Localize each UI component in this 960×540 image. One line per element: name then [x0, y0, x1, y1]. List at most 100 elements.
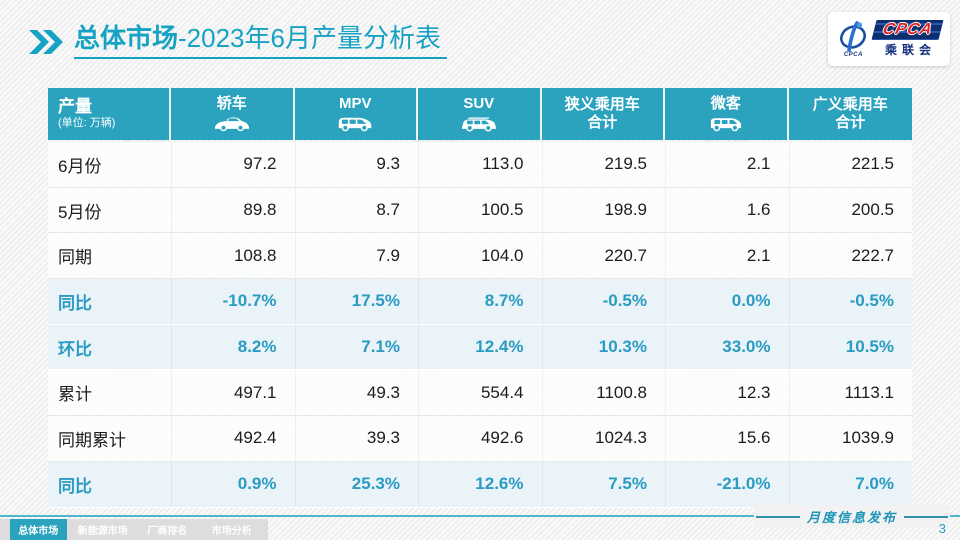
table-row: 5月份 89.8 8.7 100.5 198.9 1.6 200.5	[48, 187, 912, 234]
table-header-row: 产量 (单位: 万辆) 轿车 MPV SUV 狭义乘用车 合计 微客 广义乘用车 合计	[48, 88, 912, 140]
footer-tab-2[interactable]: 厂商排名	[147, 526, 188, 537]
table-body: 6月份 97.2 9.3 113.0 219.5 2.1 221.5 5月份 89.8 8.7 10…	[48, 142, 912, 508]
value-cell: 492.6	[418, 416, 542, 461]
column-label: 轿车	[216, 95, 247, 113]
cpca-chinese-name: 乘联会	[884, 43, 936, 57]
value-cell: 219.5	[541, 142, 666, 187]
row-label: 同期累计	[58, 430, 126, 450]
column-header-suv: SUV	[418, 88, 542, 140]
release-label-group: 月度信息发布	[753, 505, 950, 528]
microvan-icon	[704, 115, 748, 132]
row-label: 同比	[58, 293, 92, 313]
footer-divider-line	[0, 515, 960, 517]
column-header-total-5: 广义乘用车 合计	[788, 88, 912, 140]
value-cell: 2.1	[665, 142, 789, 187]
row-label: 环比	[58, 339, 92, 359]
footer-tab-0[interactable]: 总体市场	[10, 519, 67, 540]
value-cell: 8.7	[294, 187, 419, 233]
sedan-icon	[210, 115, 254, 132]
value-cell: 113.0	[418, 142, 542, 187]
table-row: 同期累计 492.4 39.3 492.6 1024.3 15.6 1039.9	[48, 416, 912, 462]
release-dash-right	[904, 515, 948, 518]
value-cell: 17.5%	[294, 279, 419, 324]
cpca-logo-text: CPCA 乘联会	[871, 20, 945, 58]
column-label-line2: 合计	[835, 113, 866, 131]
value-cell: -21.0%	[665, 461, 789, 507]
production-label: 产量	[58, 96, 92, 116]
value-cell: 220.7	[541, 233, 666, 279]
value-cell: -0.5%	[541, 279, 666, 324]
column-label: SUV	[463, 95, 495, 113]
value-cell: 33.0%	[665, 324, 789, 370]
value-cell: 0.0%	[665, 279, 789, 324]
cpca-emblem-swirl-icon	[840, 21, 867, 52]
table-row: 同比 0.9% 25.3% 12.6% 7.5% -21.0% 7.0%	[48, 461, 913, 508]
page-title-section: 总体市场	[74, 23, 179, 53]
value-cell: 8.7%	[418, 279, 542, 324]
value-cell: 12.6%	[418, 461, 542, 507]
column-label: 广义乘用车	[812, 95, 888, 113]
value-cell: 8.2%	[171, 324, 295, 370]
value-cell: 10.3%	[541, 324, 666, 370]
column-label: 微客	[710, 95, 741, 113]
release-dash-left	[755, 515, 800, 518]
value-cell: 97.2	[171, 142, 295, 187]
cpca-logo: CPCA CPCA 乘联会	[828, 12, 950, 66]
value-cell: 12.3	[665, 370, 789, 416]
column-header-total-3: 狭义乘用车 合计	[541, 88, 665, 140]
value-cell: 222.7	[788, 233, 913, 279]
column-header-mpv: MPV	[294, 88, 418, 140]
value-cell: 0.9%	[171, 461, 295, 507]
production-header-cell: 产量 (单位: 万辆)	[48, 88, 171, 140]
cpca-emblem-icon: CPCA	[836, 20, 870, 58]
cpca-acronym: CPCA	[881, 21, 935, 38]
column-label: 狭义乘用车	[564, 95, 640, 113]
column-label-line2: 合计	[587, 113, 618, 131]
value-cell: 108.8	[171, 233, 295, 279]
row-label: 5月份	[58, 202, 102, 222]
value-cell: 100.5	[418, 187, 542, 233]
row-label: 同期	[58, 248, 92, 268]
cpca-band: CPCA	[871, 20, 945, 40]
value-cell: 25.3%	[294, 461, 419, 507]
production-table: 产量 (单位: 万辆) 轿车 MPV SUV 狭义乘用车 合计 微客 广义乘用车 合计 6月份…	[48, 88, 912, 508]
row-label: 累计	[58, 385, 92, 405]
footer-tab-3[interactable]: 市场分析	[211, 526, 252, 537]
table-row: 同比 -10.7% 17.5% 8.7% -0.5% 0.0% -0.5%	[48, 279, 912, 325]
column-label: MPV	[338, 95, 372, 113]
value-cell: -10.7%	[171, 279, 295, 324]
column-header-sedan: 轿车	[171, 88, 295, 140]
value-cell: 1024.3	[541, 416, 666, 461]
table-row: 累计 497.1 49.3 554.4 1100.8 12.3 1113.1	[48, 370, 912, 417]
cpca-emblem-caption: CPCA	[843, 52, 863, 58]
unit-label: (单位: 万辆)	[58, 117, 116, 130]
row-label: 同比	[58, 476, 92, 496]
title-row: 总体市场-2023年6月产量分析表	[28, 23, 447, 59]
value-cell: 49.3	[294, 370, 419, 416]
value-cell: 2.1	[665, 233, 789, 279]
value-cell: 10.5%	[788, 324, 913, 370]
value-cell: 12.4%	[418, 324, 542, 370]
value-cell: 1.6	[665, 187, 789, 233]
page-number: 3	[938, 521, 946, 536]
value-cell: 1100.8	[541, 370, 666, 416]
value-cell: 15.6	[665, 416, 789, 461]
table-row: 环比 8.2% 7.1% 12.4% 10.3% 33.0% 10.5%	[48, 324, 913, 371]
value-cell: 39.3	[294, 416, 419, 461]
value-cell: 7.0%	[788, 461, 913, 507]
value-cell: 492.4	[171, 416, 295, 461]
page-title-suffix: -2023年6月产量分析表	[178, 23, 441, 53]
value-cell: 89.8	[171, 187, 295, 233]
value-cell: 7.9	[294, 233, 419, 279]
value-cell: 7.1%	[294, 324, 419, 370]
page-title: 总体市场-2023年6月产量分析表	[74, 23, 447, 59]
value-cell: -0.5%	[788, 279, 913, 324]
mpv-icon	[333, 115, 377, 132]
value-cell: 1039.9	[788, 416, 913, 461]
value-cell: 554.4	[418, 370, 542, 416]
value-cell: 7.5%	[541, 461, 666, 507]
footer-tab-1[interactable]: 新能源市场	[77, 526, 128, 537]
value-cell: 104.0	[418, 233, 542, 279]
suv-icon	[457, 115, 501, 132]
